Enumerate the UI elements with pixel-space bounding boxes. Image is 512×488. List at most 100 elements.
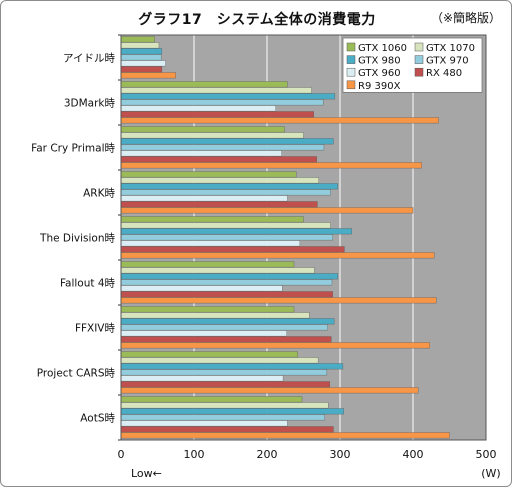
bar-3-6: [120, 207, 414, 214]
bar-3-4: [120, 195, 288, 202]
bar-6-2: [120, 318, 335, 325]
bar-2-1: [120, 132, 304, 139]
bar-8-0: [120, 396, 303, 403]
bar-6-5: [120, 336, 332, 343]
bar-0-5: [120, 66, 163, 73]
bar-2-0: [120, 126, 285, 133]
bar-4-2: [120, 228, 352, 235]
x-tick-label-5: 500: [476, 448, 497, 461]
x-tick-label-3: 300: [330, 448, 351, 461]
legend-swatch-0: [346, 42, 356, 52]
chart-title: グラフ17 システム全体の消費電力: [138, 12, 376, 28]
bar-5-1: [120, 267, 315, 274]
bar-4-0: [120, 216, 304, 223]
bar-8-6: [120, 432, 450, 439]
chart-note: （※簡略版）: [430, 11, 501, 25]
bar-8-1: [120, 402, 329, 409]
bar-8-4: [120, 420, 288, 427]
bar-3-5: [120, 201, 318, 208]
bar-7-4: [120, 375, 284, 382]
category-label-2: Far Cry Primal時: [31, 143, 115, 155]
bar-8-2: [120, 408, 344, 415]
bar-1-0: [120, 81, 288, 88]
bar-0-0: [120, 36, 155, 43]
bar-2-4: [120, 150, 282, 157]
bar-4-3: [120, 234, 333, 241]
legend-label-0: GTX 1060: [358, 43, 407, 54]
bar-5-4: [120, 285, 283, 292]
legend-label-2: GTX 980: [358, 56, 401, 67]
bar-2-6: [120, 162, 422, 169]
bar-4-6: [120, 252, 435, 259]
x-tick-label-0: 0: [118, 448, 125, 461]
bar-6-4: [120, 330, 287, 337]
x-tick-label-1: 100: [184, 448, 205, 461]
category-label-7: Project CARS時: [37, 368, 116, 380]
bar-1-1: [120, 87, 312, 94]
bar-3-2: [120, 183, 338, 190]
bar-1-4: [120, 105, 276, 112]
bar-7-6: [120, 387, 419, 394]
bar-8-5: [120, 426, 334, 433]
bar-2-3: [120, 144, 325, 151]
bar-5-2: [120, 273, 338, 280]
x-tick-label-2: 200: [257, 448, 278, 461]
bar-5-6: [120, 297, 437, 304]
bar-7-3: [120, 369, 328, 376]
legend-label-4: GTX 960: [358, 68, 401, 79]
bar-3-0: [120, 171, 297, 178]
bar-7-1: [120, 357, 319, 364]
bar-4-5: [120, 246, 345, 253]
bar-5-5: [120, 291, 333, 298]
x-unit-label: (W): [481, 467, 500, 480]
low-label: Low←: [131, 467, 162, 480]
bar-2-2: [120, 138, 334, 145]
bar-8-3: [120, 414, 325, 421]
bar-7-2: [120, 363, 344, 370]
bar-1-6: [120, 117, 439, 124]
bar-7-5: [120, 381, 330, 388]
bar-6-3: [120, 324, 328, 331]
bar-5-0: [120, 261, 295, 268]
legend-label-5: RX 480: [426, 68, 462, 79]
bar-1-3: [120, 99, 324, 106]
legend-swatch-1: [414, 42, 424, 52]
bar-6-1: [120, 312, 310, 319]
category-label-8: AotS時: [80, 413, 115, 425]
bar-4-1: [120, 222, 331, 229]
bar-3-3: [120, 189, 331, 196]
bar-6-0: [120, 306, 295, 313]
legend-swatch-5: [414, 67, 424, 77]
legend-swatch-2: [346, 55, 356, 64]
category-label-5: Fallout 4時: [60, 278, 116, 290]
x-tick-label-4: 400: [403, 448, 424, 461]
legend-label-1: GTX 1070: [426, 43, 475, 54]
bar-0-4: [120, 60, 166, 67]
category-label-1: 3DMark時: [64, 98, 116, 110]
bar-4-4: [120, 240, 301, 247]
bar-3-1: [120, 177, 320, 184]
bar-0-6: [120, 72, 176, 79]
legend-swatch-3: [414, 55, 424, 64]
legend-label-6: R9 390X: [358, 81, 401, 92]
category-label-3: ARK時: [83, 188, 115, 200]
legend-label-3: GTX 970: [426, 56, 469, 67]
bar-1-5: [120, 111, 314, 118]
bar-7-0: [120, 351, 298, 358]
bar-6-6: [120, 342, 430, 349]
legend-swatch-4: [346, 67, 356, 77]
bar-5-3: [120, 279, 333, 286]
bar-0-2: [120, 48, 163, 55]
category-label-4: The Division時: [39, 233, 115, 245]
legend-swatch-6: [346, 80, 356, 90]
legend-box: [342, 37, 483, 93]
bar-2-5: [120, 156, 317, 163]
category-label-0: アイドル時: [63, 53, 115, 65]
plot-border: [120, 34, 487, 441]
bar-1-2: [120, 93, 336, 100]
bar-0-1: [120, 42, 160, 49]
bar-0-3: [120, 54, 162, 61]
category-label-6: FFXIV時: [75, 323, 116, 335]
